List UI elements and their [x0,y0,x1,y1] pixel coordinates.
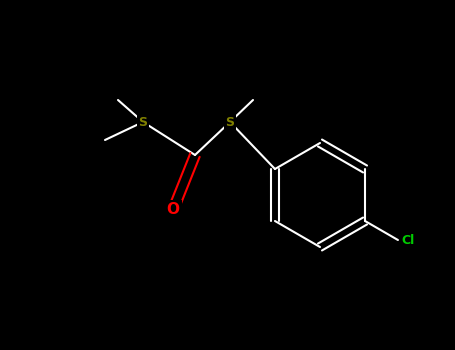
Text: S: S [138,116,147,128]
Text: Cl: Cl [401,233,415,246]
Text: O: O [167,203,180,217]
Text: S: S [226,116,234,128]
